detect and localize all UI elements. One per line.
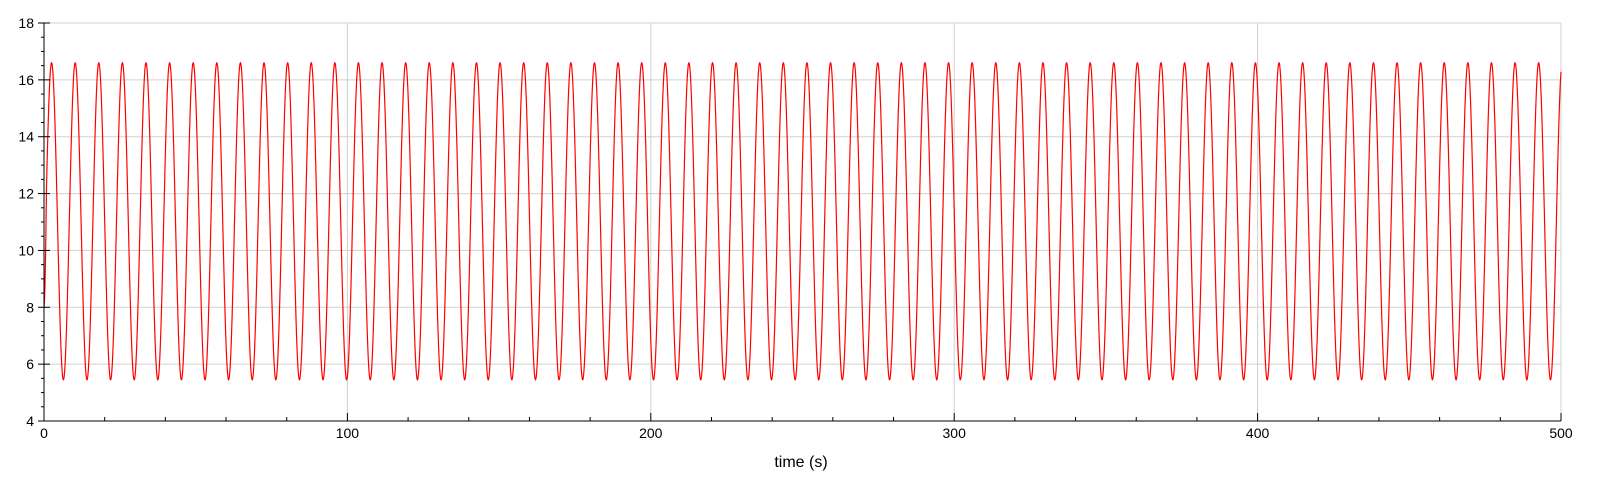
x-tick-label: 500 [1549,425,1573,441]
x-tick-label: 400 [1246,425,1270,441]
y-tick-label: 4 [26,413,34,429]
y-tick-label: 18 [18,15,34,31]
grid-lines [44,22,1562,421]
series-line [43,61,1562,381]
x-tick-label: 200 [639,425,663,441]
series-layer [43,61,1562,381]
y-tick-label: 12 [18,186,34,202]
y-tick-label: 6 [26,356,34,372]
y-tick-label: 8 [26,299,34,315]
axes [43,23,1561,422]
y-tick-label: 16 [18,72,34,88]
ticks [38,22,1562,422]
x-tick-label: 0 [40,425,48,441]
tick-labels: 0 100 200 300 400 500 4 6 8 10 12 14 16 18 [18,15,1572,441]
x-tick-label: 300 [943,425,967,441]
x-tick-label: 100 [336,425,360,441]
y-tick-label: 14 [18,129,34,145]
x-axis-title: time (s) [774,454,827,471]
y-tick-label: 10 [18,242,34,258]
